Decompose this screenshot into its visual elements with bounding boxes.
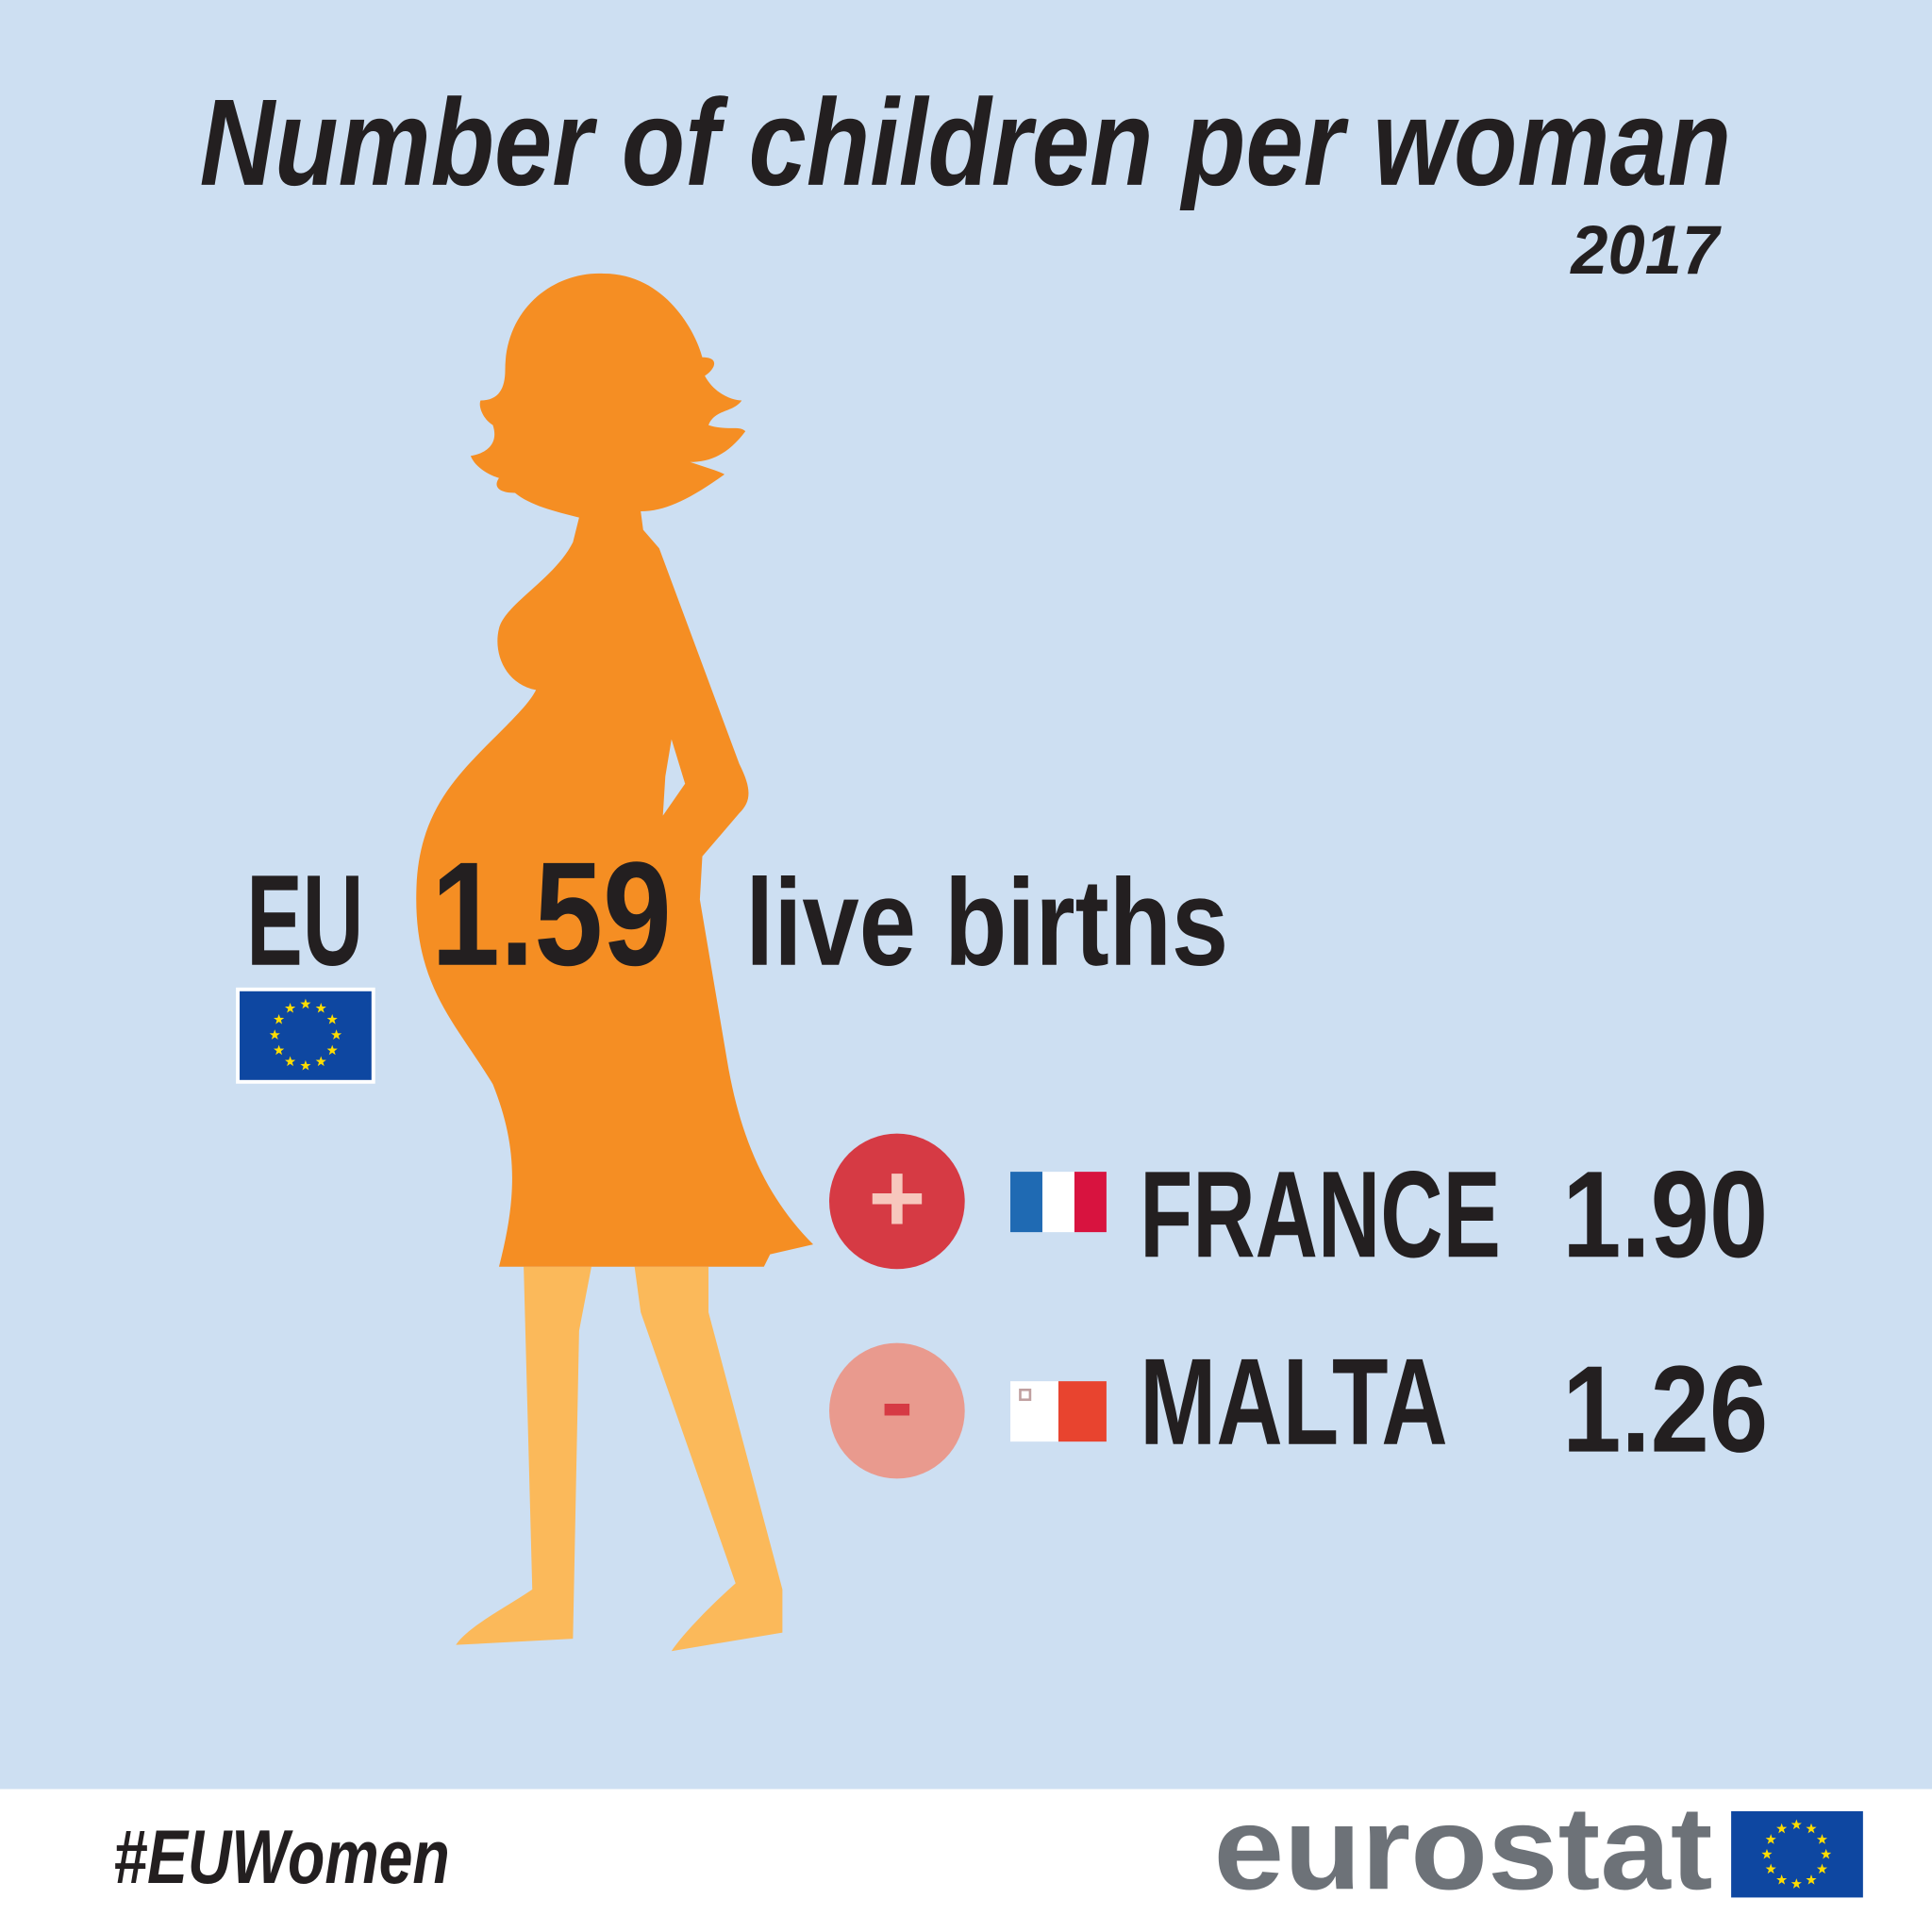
- woman-silhouette: [416, 273, 814, 1652]
- flag-star: [300, 1059, 311, 1071]
- flag-star: [1761, 1848, 1773, 1859]
- footer-band: [0, 1789, 1932, 1932]
- flag-star: [1816, 1834, 1828, 1844]
- flag-star: [285, 1002, 296, 1013]
- flag-star: [326, 1013, 338, 1024]
- flag-star: [1790, 1878, 1802, 1889]
- flag-star: [1776, 1874, 1788, 1885]
- country-name: FRANCE: [1140, 1145, 1501, 1283]
- flag-star: [1816, 1863, 1828, 1874]
- flag-star: [315, 1002, 326, 1013]
- country-name: MALTA: [1140, 1333, 1448, 1471]
- flag-star: [1806, 1874, 1817, 1885]
- flag-star: [326, 1044, 338, 1056]
- minus-sign: -: [880, 1347, 913, 1457]
- flag-star: [330, 1029, 342, 1040]
- eurostat-flag: [1731, 1811, 1863, 1898]
- hashtag: #EUWomen: [113, 1815, 450, 1900]
- malta-flag: [1010, 1381, 1107, 1442]
- flag-star: [300, 998, 311, 1009]
- flag-star: [1806, 1823, 1817, 1834]
- eu-unit: live births: [745, 854, 1228, 991]
- country-value: 1.90: [1562, 1145, 1768, 1283]
- eurostat-logo: eurostat: [1214, 1781, 1713, 1914]
- flag-star: [1790, 1819, 1802, 1830]
- malta-row: - MALTA 1.26: [829, 1333, 1768, 1479]
- france-row: + FRANCE 1.90: [829, 1133, 1768, 1283]
- flag-star: [1765, 1834, 1776, 1844]
- flag-star: [1821, 1848, 1832, 1859]
- flag-star: [274, 1013, 285, 1024]
- flag-star: [315, 1056, 326, 1067]
- country-value: 1.26: [1562, 1341, 1768, 1478]
- year: 2017: [1569, 212, 1722, 289]
- minus-badge: [829, 1342, 965, 1479]
- flag-star: [285, 1056, 296, 1067]
- flag-star: [269, 1029, 280, 1040]
- eu-flag: [236, 987, 375, 1084]
- eu-value: 1.59: [431, 832, 672, 997]
- eu-label: EU: [246, 849, 363, 993]
- france-flag: [1010, 1172, 1107, 1233]
- flag-star: [1765, 1863, 1776, 1874]
- plus-sign: +: [868, 1143, 925, 1254]
- flag-star: [274, 1044, 285, 1056]
- plus-badge: [829, 1133, 965, 1270]
- title: Number of children per woman: [200, 74, 1732, 211]
- flag-star: [1776, 1823, 1788, 1834]
- background: [0, 0, 1932, 1790]
